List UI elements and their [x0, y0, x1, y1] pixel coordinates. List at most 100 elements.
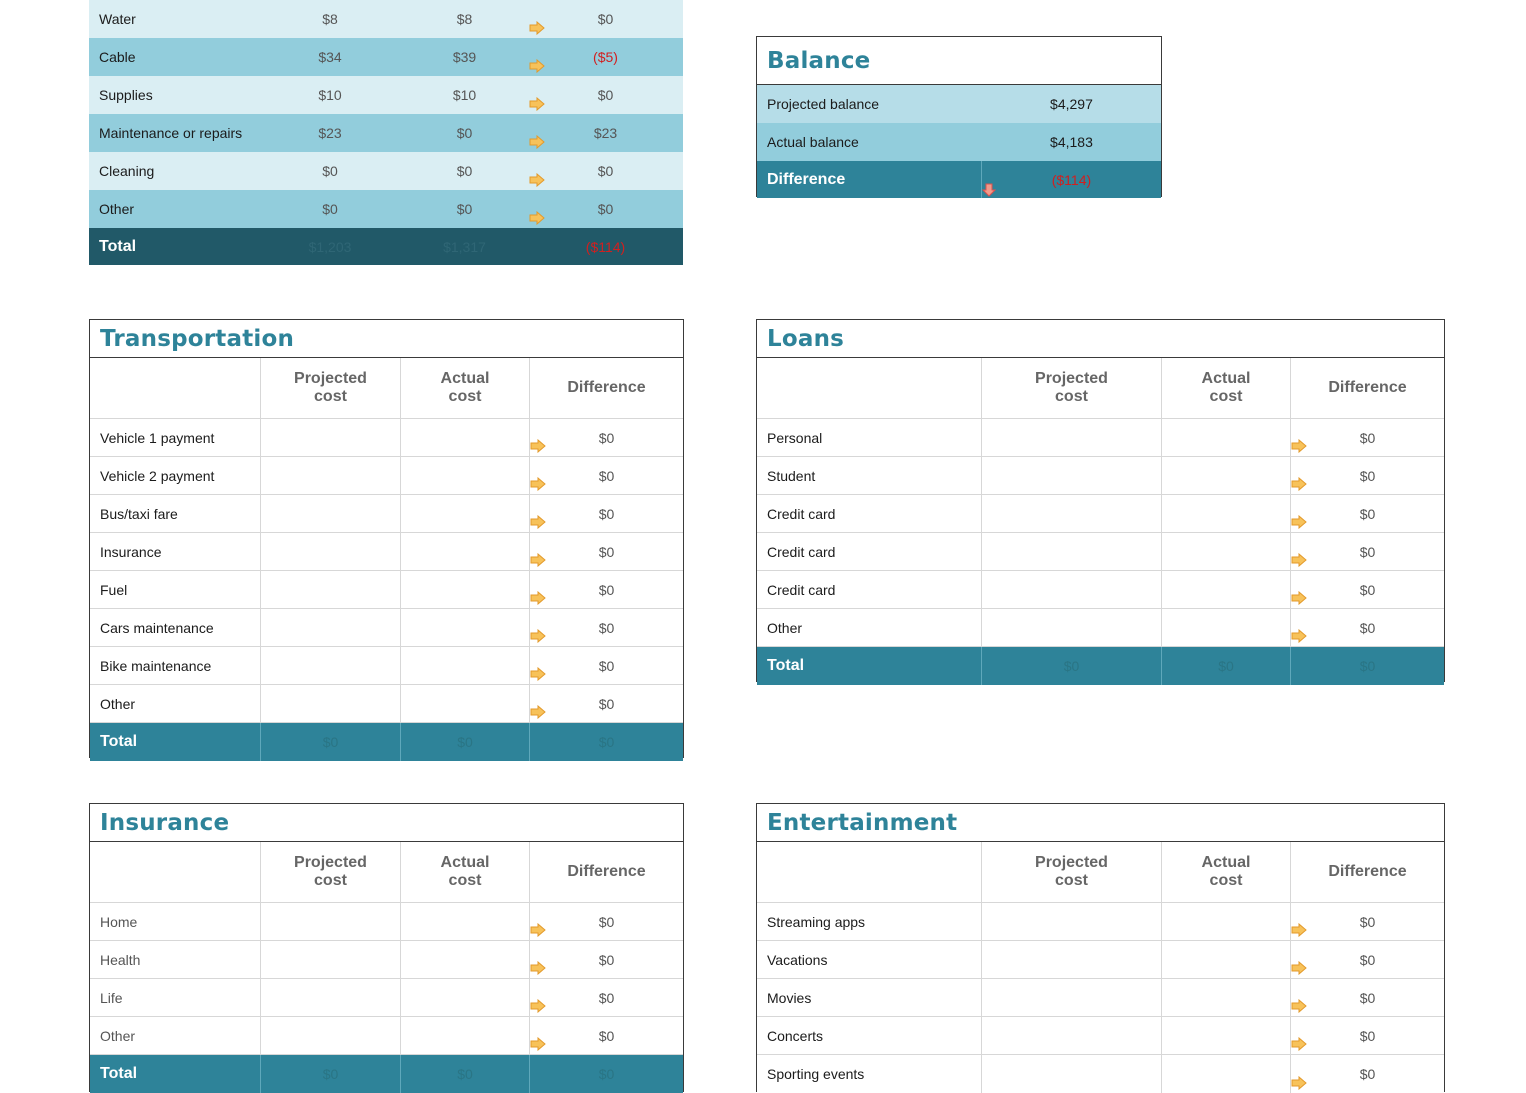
actual-cost-cell[interactable]: $39 — [452, 49, 477, 65]
actual-cost-cell[interactable]: $0 — [456, 201, 473, 217]
actual-cost-cell[interactable] — [1162, 979, 1291, 1016]
actual-cost-cell[interactable] — [1162, 533, 1291, 570]
projected-cost-cell[interactable] — [982, 979, 1162, 1016]
actual-cost-cell[interactable] — [1162, 903, 1291, 940]
difference-cell[interactable]: $0 — [1291, 979, 1444, 1016]
difference-cell[interactable]: $0 — [1291, 941, 1444, 978]
total-difference-cell[interactable]: $0 — [530, 723, 683, 761]
difference-cell[interactable]: $0 — [1291, 609, 1444, 646]
difference-cell[interactable]: $0 — [529, 152, 682, 190]
difference-cell[interactable]: ($5) — [529, 38, 682, 76]
projected-balance-value[interactable]: $4,297 — [1050, 96, 1093, 112]
difference-cell[interactable]: $0 — [530, 941, 683, 978]
difference-cell[interactable]: $0 — [1291, 903, 1444, 940]
actual-cost-cell[interactable] — [401, 533, 530, 570]
actual-cost-cell[interactable] — [401, 457, 530, 494]
total-difference-cell[interactable]: $0 — [1291, 647, 1444, 685]
projected-cost-cell[interactable] — [261, 457, 401, 494]
difference-cell[interactable]: $0 — [529, 76, 682, 114]
difference-cell[interactable]: $0 — [1291, 533, 1444, 570]
difference-cell[interactable]: $0 — [1291, 457, 1444, 494]
projected-cost-cell[interactable]: $0 — [322, 201, 338, 217]
projected-cost-cell[interactable]: $8 — [322, 11, 338, 27]
projected-cost-cell[interactable] — [982, 941, 1162, 978]
difference-cell[interactable]: $0 — [1291, 419, 1444, 456]
actual-cost-cell[interactable] — [401, 979, 530, 1016]
total-projected-cell[interactable]: $1,203 — [308, 238, 352, 255]
difference-cell[interactable]: $0 — [530, 571, 683, 608]
difference-cell[interactable]: $23 — [529, 114, 682, 152]
actual-cost-cell[interactable] — [1162, 609, 1291, 646]
projected-cost-cell[interactable] — [261, 609, 401, 646]
actual-cost-cell[interactable] — [401, 495, 530, 532]
projected-cost-cell[interactable] — [261, 979, 401, 1016]
actual-cost-cell[interactable] — [401, 571, 530, 608]
total-projected-cell[interactable]: $0 — [261, 1055, 401, 1093]
total-actual-cell[interactable]: $0 — [401, 1055, 530, 1093]
difference-cell[interactable]: $0 — [530, 979, 683, 1016]
projected-cost-cell[interactable] — [261, 419, 401, 456]
difference-cell[interactable]: $0 — [529, 190, 682, 228]
actual-cost-cell[interactable] — [1162, 571, 1291, 608]
actual-cost-cell[interactable] — [1162, 419, 1291, 456]
projected-cost-cell[interactable]: $23 — [318, 125, 342, 141]
difference-cell[interactable]: $0 — [530, 533, 683, 570]
difference-cell[interactable]: $0 — [1291, 1017, 1444, 1054]
projected-cost-cell[interactable] — [982, 533, 1162, 570]
actual-cost-cell[interactable] — [1162, 941, 1291, 978]
projected-cost-cell[interactable] — [261, 685, 401, 722]
difference-cell[interactable]: $0 — [530, 1017, 683, 1054]
actual-cost-cell[interactable] — [401, 941, 530, 978]
actual-cost-cell[interactable] — [1162, 1055, 1291, 1093]
total-actual-cell[interactable]: $0 — [401, 723, 530, 761]
projected-cost-cell[interactable] — [261, 1017, 401, 1054]
difference-cell[interactable]: $0 — [1291, 1055, 1444, 1093]
difference-cell[interactable]: $0 — [1291, 571, 1444, 608]
actual-cost-cell[interactable] — [401, 903, 530, 940]
total-difference-cell[interactable]: $0 — [530, 1055, 683, 1093]
difference-cell[interactable]: $0 — [530, 495, 683, 532]
difference-cell[interactable]: $0 — [530, 419, 683, 456]
projected-cost-cell[interactable] — [982, 571, 1162, 608]
projected-cost-cell[interactable]: $10 — [318, 87, 342, 103]
difference-cell[interactable]: $0 — [530, 903, 683, 940]
projected-cost-cell[interactable] — [982, 419, 1162, 456]
actual-cost-cell[interactable] — [1162, 1017, 1291, 1054]
actual-balance-value[interactable]: $4,183 — [1050, 134, 1093, 150]
actual-cost-cell[interactable]: $0 — [456, 163, 473, 179]
difference-cell[interactable]: $0 — [1291, 495, 1444, 532]
projected-cost-cell[interactable]: $34 — [318, 49, 342, 65]
total-difference-cell[interactable]: ($114) — [529, 228, 682, 265]
difference-cell[interactable]: $0 — [530, 609, 683, 646]
actual-cost-cell[interactable] — [401, 647, 530, 684]
projected-cost-cell[interactable] — [261, 495, 401, 532]
projected-cost-cell[interactable] — [261, 571, 401, 608]
actual-cost-cell[interactable]: $10 — [452, 87, 477, 103]
actual-cost-cell[interactable] — [401, 419, 530, 456]
total-actual-cell[interactable]: $0 — [1162, 647, 1291, 685]
difference-cell[interactable]: $0 — [530, 457, 683, 494]
projected-cost-cell[interactable]: $0 — [322, 163, 338, 179]
actual-cost-cell[interactable] — [1162, 495, 1291, 532]
actual-cost-cell[interactable] — [401, 1017, 530, 1054]
actual-cost-cell[interactable]: $0 — [456, 125, 473, 141]
projected-cost-cell[interactable] — [261, 941, 401, 978]
projected-cost-cell[interactable] — [982, 1055, 1162, 1093]
projected-cost-cell[interactable] — [982, 609, 1162, 646]
actual-cost-cell[interactable]: $8 — [456, 11, 473, 27]
projected-cost-cell[interactable] — [982, 903, 1162, 940]
difference-cell[interactable]: $0 — [530, 647, 683, 684]
projected-cost-cell[interactable] — [982, 1017, 1162, 1054]
total-actual-cell[interactable]: $1,317 — [443, 238, 486, 255]
actual-cost-cell[interactable] — [401, 685, 530, 722]
difference-cell[interactable]: $0 — [530, 685, 683, 722]
projected-cost-cell[interactable] — [261, 903, 401, 940]
projected-cost-cell[interactable] — [261, 533, 401, 570]
total-projected-cell[interactable]: $0 — [261, 723, 401, 761]
projected-cost-cell[interactable] — [982, 495, 1162, 532]
projected-cost-cell[interactable] — [261, 647, 401, 684]
difference-balance-cell[interactable]: ($114) — [981, 161, 1161, 198]
total-projected-cell[interactable]: $0 — [982, 647, 1162, 685]
actual-cost-cell[interactable] — [1162, 457, 1291, 494]
actual-cost-cell[interactable] — [401, 609, 530, 646]
